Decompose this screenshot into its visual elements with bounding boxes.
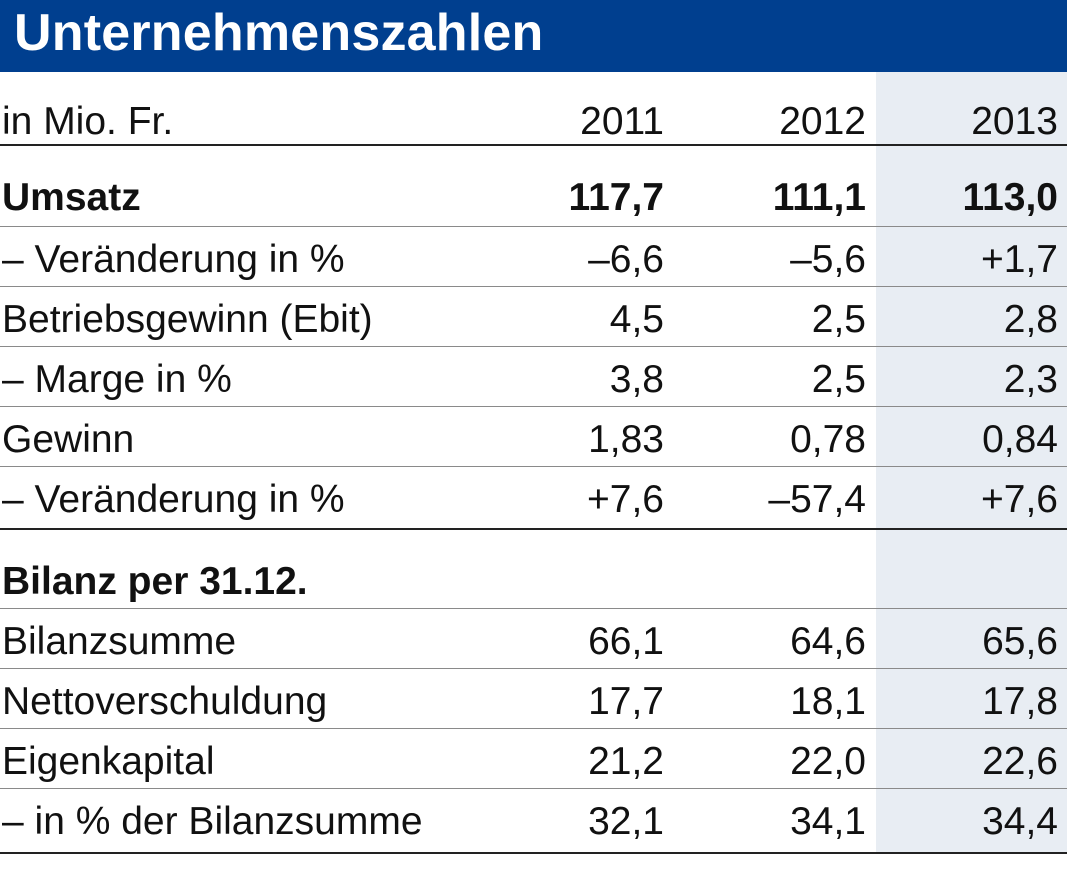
row-divider [0, 406, 1067, 407]
row-value: 2,5 [811, 358, 866, 401]
row-label: – Veränderung in % [2, 238, 345, 281]
row-value: –5,6 [790, 238, 866, 281]
row-value: 3,8 [609, 358, 664, 401]
year-header: 2011 [580, 100, 664, 143]
page-title: Unternehmenszahlen [14, 4, 544, 62]
row-divider [0, 346, 1067, 347]
row-value: 64,6 [790, 620, 866, 663]
row-value: 117,7 [568, 176, 664, 219]
row-value: –6,6 [588, 238, 664, 281]
title-bar: Unternehmenszahlen [0, 0, 1067, 72]
row-value: 111,1 [772, 176, 866, 219]
row-label: – Marge in % [2, 358, 232, 401]
section-heading: Bilanz per 31.12. [2, 560, 308, 603]
unit-label: in Mio. Fr. [2, 100, 174, 143]
row-value: 2,3 [1003, 358, 1058, 401]
row-value: +7,6 [587, 478, 664, 521]
row-divider [0, 668, 1067, 669]
table-bottom-rule [0, 852, 1067, 854]
row-value: 17,7 [588, 680, 664, 723]
year-header: 2013 [971, 100, 1058, 143]
row-value: 2,5 [811, 298, 866, 341]
row-divider [0, 226, 1067, 227]
row-value: 1,83 [588, 418, 664, 461]
row-label: Eigenkapital [2, 740, 215, 783]
row-value: 21,2 [588, 740, 664, 783]
row-label: Betriebsgewinn (Ebit) [2, 298, 373, 341]
section-divider [0, 528, 1067, 530]
row-value: +7,6 [981, 478, 1058, 521]
row-value: 113,0 [962, 176, 1058, 219]
row-value: 34,4 [982, 800, 1058, 843]
row-value: 0,78 [790, 418, 866, 461]
row-value: 32,1 [588, 800, 664, 843]
row-label: Bilanzsumme [2, 620, 237, 663]
row-label: Umsatz [2, 176, 141, 219]
row-value: 4,5 [609, 298, 664, 341]
row-value: 22,6 [982, 740, 1058, 783]
row-value: 0,84 [982, 418, 1058, 461]
row-divider [0, 788, 1067, 789]
row-divider [0, 728, 1067, 729]
header-divider [0, 144, 1067, 146]
row-value: –57,4 [768, 478, 866, 521]
row-value: 66,1 [588, 620, 664, 663]
row-label: Gewinn [2, 418, 135, 461]
highlight-column-2013 [876, 72, 1067, 854]
row-divider [0, 608, 1067, 609]
row-value: 18,1 [790, 680, 866, 723]
row-divider [0, 466, 1067, 467]
row-value: 2,8 [1003, 298, 1058, 341]
row-value: 22,0 [790, 740, 866, 783]
row-label: – in % der Bilanzsumme [2, 800, 423, 843]
year-header: 2012 [779, 100, 866, 143]
row-divider [0, 286, 1067, 287]
row-value: 65,6 [982, 620, 1058, 663]
row-label: Nettoverschuldung [2, 680, 328, 723]
row-value: 34,1 [790, 800, 866, 843]
row-label: – Veränderung in % [2, 478, 345, 521]
row-value: 17,8 [982, 680, 1058, 723]
row-value: +1,7 [981, 238, 1058, 281]
